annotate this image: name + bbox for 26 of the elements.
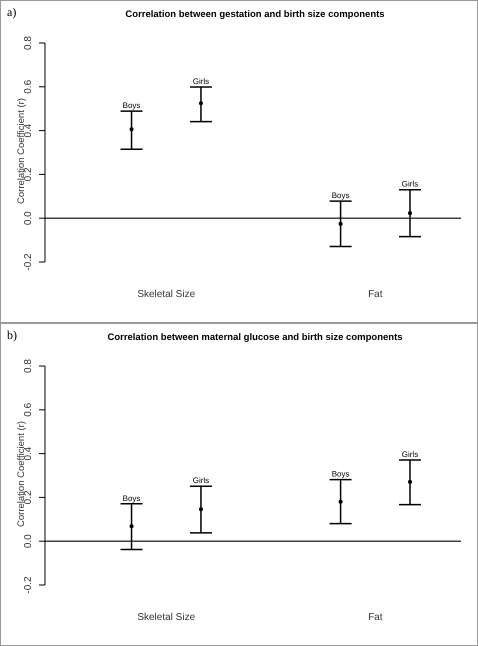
- x-tick-label: Skeletal Size: [137, 289, 196, 300]
- text: Girls: [402, 180, 418, 189]
- text: Girls: [192, 77, 210, 86]
- text: Boys: [122, 101, 140, 110]
- y-tick-label: 0.4: [23, 123, 34, 138]
- text: Boys: [332, 191, 350, 200]
- text: Girls: [192, 476, 210, 486]
- x-tick-label: Fat: [368, 612, 383, 624]
- y-tick-label: 0.8: [23, 36, 34, 50]
- text: a): [7, 5, 16, 20]
- chart-title: Correlation between gestation and birth size components: [124, 9, 386, 20]
- x-tick-label: Fat: [368, 289, 383, 300]
- y-tick-label: -0.2: [23, 576, 34, 594]
- text: Boys: [332, 470, 350, 479]
- x-tick-label: Skeletal Size: [137, 612, 196, 624]
- y-tick-label: 0.4: [23, 446, 34, 461]
- y-tick-label: 0.0: [23, 534, 34, 548]
- y-tick-label: 0.0: [23, 210, 34, 226]
- text: Girls: [402, 450, 418, 459]
- chart-title: Correlation between maternal glucose and birth size components: [106, 332, 404, 343]
- y-tick-label: 0.6: [23, 79, 34, 94]
- y-tick-label: 0.8: [23, 358, 34, 373]
- y-tick-label: -0.2: [23, 252, 34, 271]
- text: Boys: [122, 494, 140, 503]
- y-tick-label: 0.6: [23, 402, 34, 417]
- text: b): [7, 328, 17, 343]
